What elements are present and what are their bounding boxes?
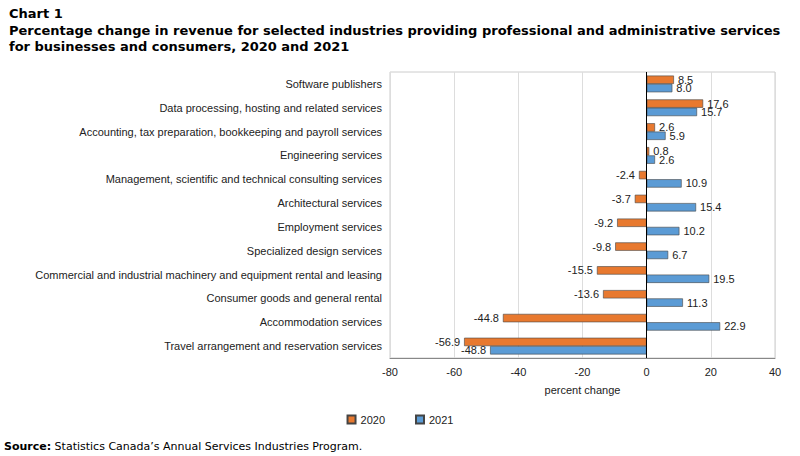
svg-text:-56.9: -56.9 — [435, 336, 460, 348]
svg-text:20: 20 — [705, 366, 717, 378]
svg-text:8.5: 8.5 — [677, 73, 694, 86]
svg-text:Source:: Source: — [4, 440, 51, 453]
svg-text:-44.8: -44.8 — [474, 312, 499, 324]
svg-text:22.9: 22.9 — [724, 320, 745, 332]
svg-text:Employment services: Employment services — [277, 221, 382, 233]
svg-text:5.9: 5.9 — [670, 130, 685, 142]
svg-text:15.4: 15.4 — [700, 201, 721, 213]
svg-text:-48.8: -48.8 — [461, 344, 486, 356]
svg-text:-15.5: -15.5 — [568, 264, 593, 276]
svg-text:Percentage change in revenue f: Percentage change in revenue for selecte… — [9, 23, 785, 38]
svg-text:Chart 1: Chart 1 — [9, 6, 63, 21]
svg-text:2020: 2020 — [361, 414, 385, 426]
svg-text:40: 40 — [769, 366, 781, 378]
svg-text:10.9: 10.9 — [686, 177, 707, 189]
svg-text:19.5: 19.5 — [713, 273, 734, 285]
svg-text:-20: -20 — [575, 366, 591, 378]
svg-text:-60: -60 — [446, 366, 462, 378]
svg-text:0: 0 — [644, 366, 650, 378]
svg-text:15.7: 15.7 — [701, 106, 722, 118]
svg-text:Commercial and industrial mach: Commercial and industrial machinery and … — [35, 269, 382, 281]
svg-text:for businesses and consumers,: for businesses and consumers, 2020 and 2… — [9, 39, 349, 54]
svg-text:6.7: 6.7 — [672, 249, 687, 261]
svg-text:2.6: 2.6 — [659, 121, 675, 134]
svg-text:Statistics Canada’s Annual Ser: Statistics Canada’s Annual Services Indu… — [51, 440, 362, 453]
svg-text:-9.2: -9.2 — [594, 217, 613, 229]
svg-text:Software publishers: Software publishers — [285, 78, 382, 90]
svg-text:percent change: percent change — [545, 384, 621, 396]
svg-text:-80: -80 — [382, 366, 398, 378]
svg-text:-40: -40 — [510, 366, 526, 378]
svg-text:-3.7: -3.7 — [612, 193, 631, 205]
svg-text:2.6: 2.6 — [659, 154, 674, 166]
svg-text:Accounting, tax preparation, b: Accounting, tax preparation, bookkeeping… — [79, 126, 382, 138]
svg-text:2021: 2021 — [429, 414, 453, 426]
svg-text:Accommodation services: Accommodation services — [260, 316, 383, 328]
svg-text:10.2: 10.2 — [683, 225, 704, 237]
svg-text:Management, scientific and tec: Management, scientific and technical con… — [106, 173, 383, 185]
svg-text:17.6: 17.6 — [707, 97, 729, 110]
svg-text:11.3: 11.3 — [687, 297, 708, 309]
svg-text:-2.4: -2.4 — [616, 169, 635, 181]
svg-text:Consumer goods and general ren: Consumer goods and general rental — [206, 292, 382, 304]
svg-text:Specialized design services: Specialized design services — [247, 245, 383, 257]
svg-text:0.8: 0.8 — [653, 145, 669, 158]
svg-text:8.0: 8.0 — [676, 82, 691, 94]
svg-text:Travel arrangement and reserva: Travel arrangement and reservation servi… — [164, 340, 382, 352]
svg-text:Data processing, hosting and r: Data processing, hosting and related ser… — [159, 102, 382, 114]
svg-text:-9.8: -9.8 — [592, 241, 611, 253]
svg-text:Engineering services: Engineering services — [280, 149, 383, 161]
svg-text:Architectural services: Architectural services — [277, 197, 382, 209]
svg-text:-13.6: -13.6 — [574, 288, 599, 300]
